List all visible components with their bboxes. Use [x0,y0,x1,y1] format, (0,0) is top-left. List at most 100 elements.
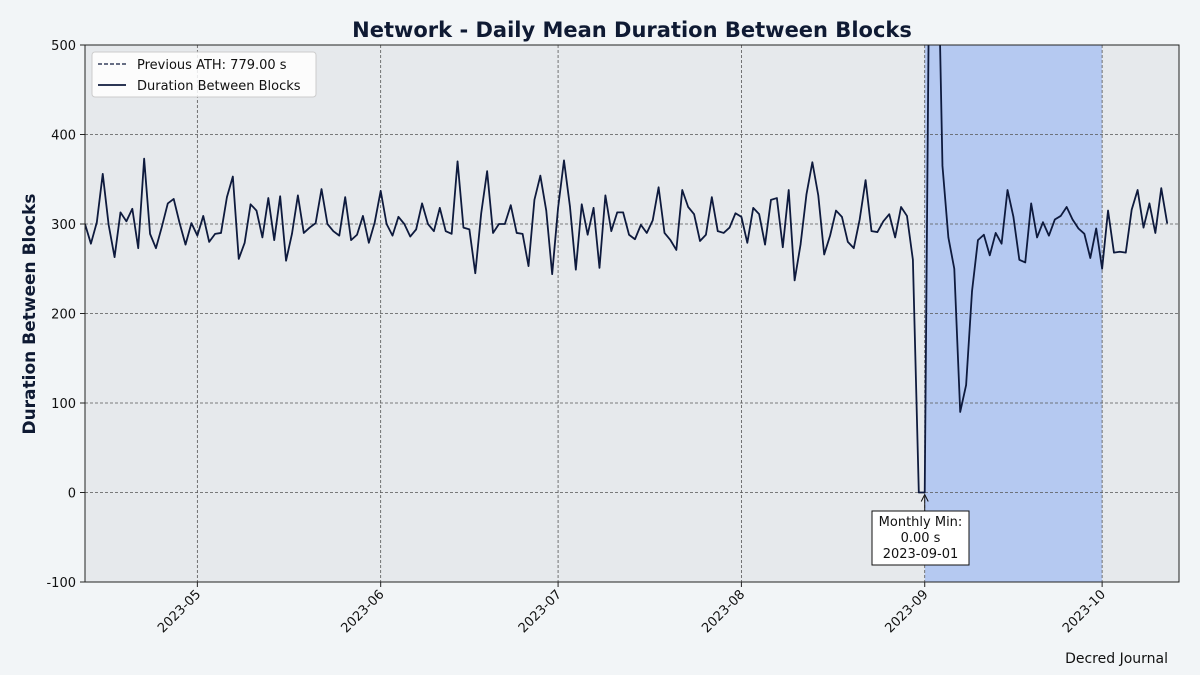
data-point [226,196,228,198]
data-point [516,232,518,234]
data-point [782,246,784,248]
data-point [764,243,766,246]
data-point [539,175,541,177]
data-point [1113,252,1115,254]
data-point [291,233,293,235]
data-point [220,232,222,234]
data-point [1137,189,1139,191]
data-point [202,215,204,217]
y-tick-label: 200 [51,308,76,323]
data-point [658,186,660,188]
data-point [96,221,98,223]
data-point [1036,236,1038,239]
data-point [125,220,127,222]
data-point [167,202,169,205]
data-point [900,206,902,208]
data-point [1142,226,1145,229]
data-point [1154,232,1156,234]
data-point [161,226,163,228]
data-point [628,234,630,236]
data-point [137,247,139,249]
data-point [693,213,695,215]
data-point [1018,259,1020,261]
data-point [959,411,961,413]
data-point [681,189,683,191]
data-point [723,232,725,234]
data-point [876,231,879,233]
data-point [297,194,299,196]
data-point [498,223,500,225]
data-point [669,239,672,241]
data-point [385,223,388,225]
data-point [380,190,382,192]
data-point [995,232,997,234]
data-point [888,213,890,215]
annotation-text: Monthly Min: [879,515,963,530]
data-point [746,242,748,244]
data-point [894,236,896,239]
annotation-text: 0.00 s [901,531,941,546]
data-point [1071,218,1074,221]
series-line [85,45,1169,494]
data-point [315,222,317,224]
data-point [1024,261,1026,264]
data-point [947,236,949,239]
data-point [90,243,92,245]
data-point [350,239,352,241]
data-point [1042,221,1044,223]
data-point [569,205,571,207]
data-point [811,161,813,163]
data-point [190,222,193,224]
data-point [1101,268,1103,270]
data-point [841,216,843,218]
annotation-text: 2023-09-01 [883,547,959,562]
data-point [634,238,636,240]
x-tick-label: 2023-10 [1060,587,1109,636]
data-point [155,247,157,249]
data-point [415,228,417,230]
data-point [303,232,305,234]
data-point [143,158,145,160]
data-point [758,213,760,215]
data-point [794,279,796,281]
data-point [397,216,400,218]
data-point [1083,233,1085,235]
data-point [356,234,358,236]
data-point [1030,202,1032,205]
data-point [799,243,802,246]
data-point [652,219,654,222]
data-point [184,243,187,246]
annotation-box [871,510,970,566]
data-point [1089,257,1091,259]
data-point [433,230,435,232]
data-point [113,256,116,258]
data-point [592,207,595,209]
x-tick-label: 2023-09 [883,587,932,636]
data-point [131,208,133,210]
data-point [332,230,334,232]
watermark: Decred Journal [1065,651,1168,667]
data-point [480,212,482,214]
data-point [1060,215,1062,217]
data-point [273,239,275,241]
data-point [1166,222,1168,224]
legend-label: Previous ATH: 779.00 s [137,58,287,73]
data-point [232,175,234,178]
data-point [983,234,985,236]
chart-title: Network - Daily Mean Duration Between Bl… [352,18,912,42]
data-point [575,269,577,271]
data-point [1148,202,1151,205]
data-point [776,197,778,199]
data-point [752,207,754,209]
data-point [610,230,612,232]
data-point [598,267,601,269]
data-point [344,196,346,198]
data-point [805,193,808,196]
data-point [788,189,790,191]
data-point [965,384,967,386]
data-point [391,235,394,237]
data-point [427,223,429,225]
data-point [717,230,719,232]
data-point [1107,209,1109,212]
data-point [326,223,329,225]
